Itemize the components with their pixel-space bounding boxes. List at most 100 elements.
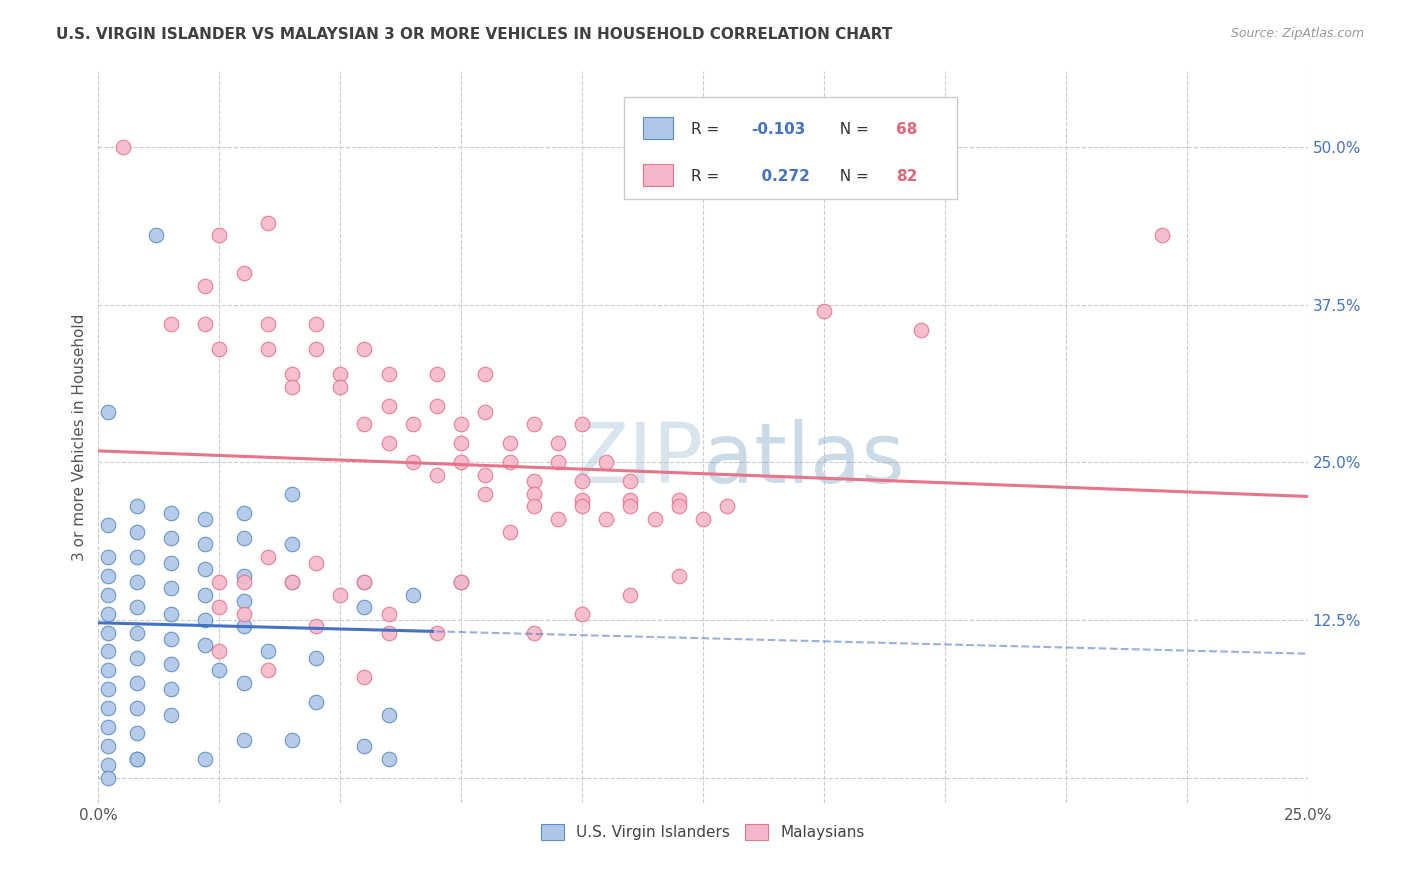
Point [353, 417, 375, 432]
Point [97, 569, 120, 583]
Point [523, 487, 546, 501]
Point [571, 607, 593, 621]
Point [547, 455, 569, 469]
Point [619, 493, 641, 508]
Point [256, 549, 278, 564]
Point [571, 500, 593, 514]
Point [474, 405, 496, 419]
Point [281, 367, 304, 381]
Point [97, 549, 120, 564]
Point [127, 752, 149, 766]
Point [450, 455, 472, 469]
Point [571, 474, 593, 488]
Point [668, 500, 690, 514]
Point [813, 304, 835, 318]
Point [208, 342, 231, 356]
Point [111, 140, 134, 154]
Text: 82: 82 [897, 169, 918, 185]
Point [377, 436, 399, 450]
Text: atlas: atlas [703, 418, 904, 500]
Point [619, 474, 641, 488]
Point [127, 701, 149, 715]
Point [353, 739, 375, 753]
Point [194, 613, 217, 627]
Point [523, 500, 546, 514]
Point [160, 556, 183, 570]
Legend: U.S. Virgin Islanders, Malaysians: U.S. Virgin Islanders, Malaysians [536, 818, 870, 847]
Point [329, 367, 352, 381]
Text: R =: R = [690, 169, 724, 185]
Point [377, 707, 399, 722]
Point [127, 600, 149, 615]
Point [619, 500, 641, 514]
Point [498, 455, 520, 469]
Point [127, 650, 149, 665]
Point [426, 367, 449, 381]
Point [353, 575, 375, 590]
Point [194, 752, 217, 766]
Point [232, 594, 254, 608]
Point [97, 720, 120, 734]
Point [160, 531, 183, 545]
Point [402, 455, 425, 469]
Point [127, 726, 149, 740]
Text: Source: ZipAtlas.com: Source: ZipAtlas.com [1230, 27, 1364, 40]
Y-axis label: 3 or more Vehicles in Household: 3 or more Vehicles in Household [72, 313, 87, 561]
Text: N =: N = [830, 122, 873, 137]
Point [127, 524, 149, 539]
Point [402, 417, 425, 432]
Point [498, 524, 520, 539]
Point [305, 650, 328, 665]
Point [97, 682, 120, 697]
Point [232, 266, 254, 280]
Point [127, 549, 149, 564]
Point [232, 569, 254, 583]
Point [256, 664, 278, 678]
Point [474, 467, 496, 482]
Point [474, 367, 496, 381]
Text: R =: R = [690, 122, 724, 137]
Point [498, 436, 520, 450]
Point [127, 752, 149, 766]
Point [194, 562, 217, 576]
Point [668, 569, 690, 583]
Point [127, 575, 149, 590]
Point [377, 607, 399, 621]
Point [208, 575, 231, 590]
Point [232, 531, 254, 545]
Point [450, 575, 472, 590]
Point [97, 664, 120, 678]
Point [281, 575, 304, 590]
Point [281, 537, 304, 551]
Point [305, 695, 328, 709]
Point [208, 664, 231, 678]
Point [232, 506, 254, 520]
Point [194, 512, 217, 526]
Point [232, 575, 254, 590]
Point [716, 500, 738, 514]
Point [377, 367, 399, 381]
Point [910, 323, 932, 337]
Point [523, 474, 546, 488]
Point [281, 732, 304, 747]
FancyBboxPatch shape [643, 163, 673, 186]
Point [160, 682, 183, 697]
Point [619, 588, 641, 602]
Text: 0.272: 0.272 [751, 169, 810, 185]
Point [97, 758, 120, 772]
Text: N =: N = [830, 169, 873, 185]
Point [97, 588, 120, 602]
Point [160, 707, 183, 722]
Point [232, 732, 254, 747]
Point [194, 638, 217, 652]
Point [256, 644, 278, 658]
Text: -0.103: -0.103 [751, 122, 806, 137]
Point [194, 278, 217, 293]
Point [402, 588, 425, 602]
Point [160, 506, 183, 520]
Point [644, 512, 666, 526]
Point [305, 317, 328, 331]
Point [426, 399, 449, 413]
Point [281, 487, 304, 501]
Point [256, 216, 278, 230]
